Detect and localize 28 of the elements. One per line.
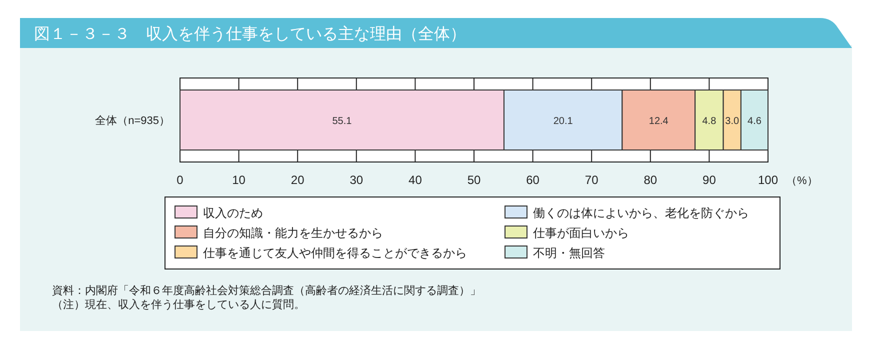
x-tick-label: 10	[232, 173, 246, 187]
data-label: 12.4	[648, 116, 669, 127]
x-tick-label: 100	[758, 173, 778, 187]
x-tick-label: 0	[176, 173, 184, 187]
legend-label: 仕事を通じて友人や仲間を得ることができるから	[202, 246, 467, 260]
chart-title: 図１－３－３ 収入を伴う仕事をしている主な理由（全体）	[34, 25, 466, 43]
legend-label: 不明・無回答	[533, 246, 605, 260]
x-tick-label: 70	[584, 173, 599, 187]
x-tick-label: 80	[644, 173, 658, 187]
data-label: 20.1	[553, 116, 574, 127]
y-tick-label: 全体（n=935）	[95, 115, 170, 127]
text: （注）現在、収入を伴う仕事をしている人に質問。	[52, 298, 305, 311]
text: 資料：内閣府「令和６年度高齢社会対策総合調査（高齢者の経済生活に関する調査）」	[52, 284, 481, 297]
x-tick-label: 50	[467, 173, 481, 187]
data-label: 55.1	[332, 116, 352, 127]
x-tick-label: 20	[290, 173, 305, 187]
data-label: 4.6	[748, 116, 762, 127]
x-axis-title: （%）	[786, 175, 818, 187]
data-label: 4.8	[702, 116, 717, 127]
legend-label: 仕事が面白いから	[532, 226, 629, 240]
x-tick-label: 30	[350, 173, 364, 187]
x-tick-label: 60	[526, 173, 540, 187]
legend-label: 収入のため	[203, 206, 263, 220]
legend-label: 働くのは体によいから、老化を防ぐから	[533, 206, 749, 220]
legend-label: 自分の知識・能力を生かせるから	[203, 226, 383, 240]
x-tick-label: 90	[702, 173, 716, 187]
x-tick-label: 40	[408, 173, 422, 187]
data-label: 3.0	[725, 116, 740, 127]
